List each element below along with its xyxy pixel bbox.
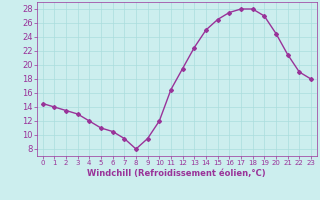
- X-axis label: Windchill (Refroidissement éolien,°C): Windchill (Refroidissement éolien,°C): [87, 169, 266, 178]
